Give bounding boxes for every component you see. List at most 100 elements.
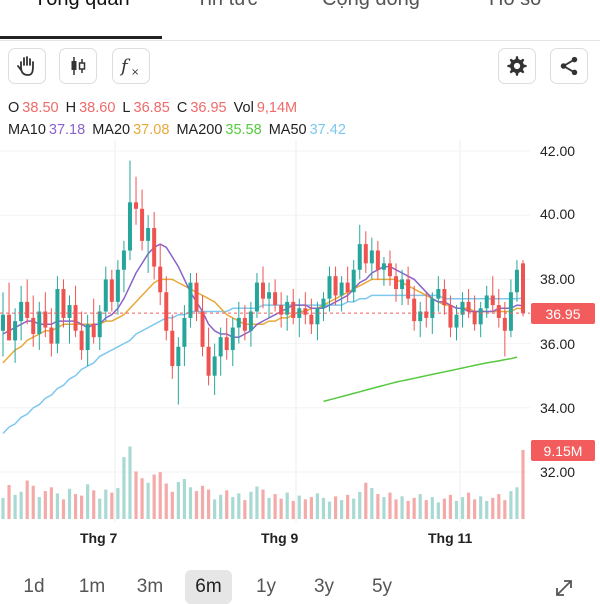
candle-body	[170, 330, 175, 367]
volume-bar	[509, 491, 513, 519]
candlestick-type-button[interactable]	[59, 48, 97, 84]
candle-body	[261, 282, 265, 299]
range-1m[interactable]: 1m	[78, 576, 106, 597]
close-label: C	[176, 100, 188, 116]
volume-bar	[309, 497, 313, 519]
candle-body	[327, 276, 332, 299]
candle-body	[248, 311, 253, 331]
range-1y[interactable]: 1y	[255, 576, 277, 597]
candle-body	[279, 305, 284, 315]
candle-body	[381, 263, 386, 270]
candle-body	[25, 301, 30, 318]
indicators-button[interactable]: f ×	[112, 48, 150, 84]
y-tick-label: 38.00	[540, 271, 576, 287]
volume-bar	[267, 497, 271, 519]
volume-bar	[225, 490, 229, 519]
candle-body	[345, 282, 350, 293]
range-5y[interactable]: 5y	[371, 576, 393, 597]
volume-bar	[352, 498, 356, 519]
expand-icon[interactable]	[554, 578, 574, 598]
volume-bar	[412, 497, 416, 519]
volume-bar	[25, 480, 29, 519]
volume-bar	[485, 500, 489, 519]
hand-tool-button[interactable]	[8, 48, 46, 84]
volume-bar	[170, 491, 174, 519]
volume-bar	[140, 478, 144, 519]
tab-community[interactable]: Cộng đồng	[322, 0, 420, 11]
ma10-label: MA10	[8, 122, 46, 138]
svg-text:×: ×	[131, 67, 139, 78]
candle-body	[303, 308, 308, 315]
candle-body	[363, 244, 368, 264]
volume-bar	[200, 485, 205, 519]
candle-body	[67, 305, 72, 318]
volume-bar	[37, 497, 41, 519]
tab-profile[interactable]: Hồ sơ	[489, 0, 543, 11]
candle-body	[158, 266, 163, 293]
volume-bar	[333, 496, 338, 519]
candle-body	[194, 282, 199, 312]
x-tick-label: Thg 11	[428, 530, 473, 546]
tab-news[interactable]: Tin tức	[196, 0, 258, 11]
candle-body	[369, 250, 374, 264]
range-3m[interactable]: 3m	[136, 576, 164, 597]
candle-body	[375, 250, 380, 270]
volume-bar	[279, 498, 283, 519]
x-tick-label: Thg 9	[261, 530, 299, 546]
ma200-line	[323, 356, 518, 403]
tab-overview[interactable]: Tổng quan	[34, 0, 130, 11]
candle-body	[230, 327, 235, 351]
ma50-label: MA50	[268, 122, 307, 138]
volume-bar	[273, 494, 277, 519]
volume-bar	[134, 471, 138, 519]
close-value: 36.95	[190, 100, 227, 116]
settings-button[interactable]	[498, 48, 536, 84]
range-6m[interactable]: 6m	[185, 570, 232, 604]
volume-bar	[346, 494, 350, 519]
volume-bar	[49, 487, 53, 519]
function-icon: f ×	[119, 56, 139, 78]
volume-bar	[388, 492, 392, 519]
candle-body	[508, 292, 513, 331]
volume-bar	[73, 494, 78, 519]
candle-body	[55, 289, 60, 344]
ma10-value: 37.18	[48, 122, 86, 138]
candle-body	[242, 317, 247, 331]
candle-body	[13, 321, 18, 341]
y-tick-label: 34.00	[540, 400, 576, 416]
volume-bar	[285, 492, 289, 519]
candle-body	[273, 292, 278, 306]
ma50-value: 37.42	[309, 122, 346, 138]
volume-bar	[237, 493, 241, 519]
volume-bar	[430, 497, 434, 519]
volume-bar	[491, 497, 495, 519]
candle-body	[490, 295, 495, 306]
ma-readout: MA10 37.18 MA20 37.08 MA200 35.58 MA50 37.42	[8, 122, 349, 138]
price-chart[interactable]	[0, 140, 530, 525]
volume-bar	[182, 478, 186, 519]
candle-body	[315, 308, 320, 325]
volume-bar	[80, 495, 84, 519]
gear-icon	[507, 56, 527, 76]
candle-body	[254, 282, 259, 312]
candle-body	[212, 356, 217, 376]
tab-bar: Tổng quan Tin tức Cộng đồng Hồ sơ	[0, 0, 600, 41]
candle-body	[400, 279, 405, 290]
share-button[interactable]	[550, 48, 588, 84]
volume-bar	[340, 500, 344, 519]
candle-body	[339, 282, 344, 296]
range-3y[interactable]: 3y	[313, 576, 335, 597]
candle-body	[291, 301, 296, 318]
volume-bar	[176, 482, 180, 519]
range-1d[interactable]: 1d	[23, 576, 45, 597]
current-volume-tag: 9.15M	[531, 440, 595, 461]
y-tick-label: 42.00	[540, 143, 576, 159]
volume-bar	[442, 498, 446, 519]
volume-bar	[327, 501, 332, 519]
candle-body	[37, 311, 42, 334]
candle-body	[430, 298, 435, 318]
candle-body	[188, 282, 193, 318]
candle-body	[73, 305, 78, 331]
y-tick-label: 32.00	[540, 464, 576, 480]
candle-body	[152, 228, 157, 267]
